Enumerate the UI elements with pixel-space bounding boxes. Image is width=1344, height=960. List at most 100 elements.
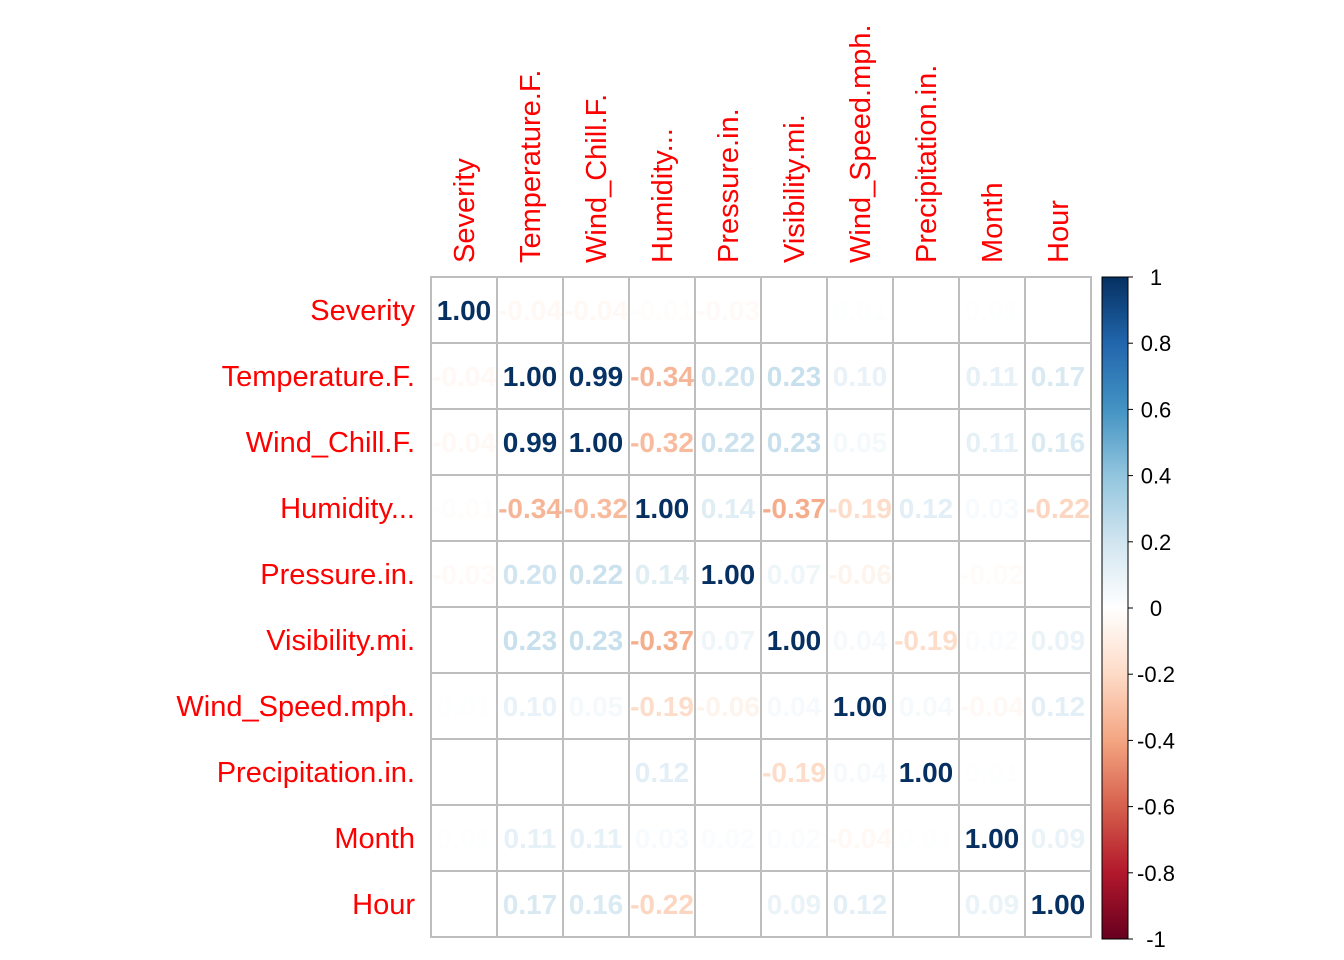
cell-value: 0.03: [635, 823, 690, 854]
cell-value: -0.22: [1026, 493, 1090, 524]
cell-value: 0.20: [701, 361, 756, 392]
cell-value: -0.19: [762, 757, 826, 788]
cell-value: 0.04: [833, 625, 888, 656]
column-label: Hour: [1043, 200, 1075, 263]
cell-value: -0.03: [696, 295, 760, 326]
cell-value: -0.19: [894, 625, 958, 656]
column-label: Temperature.F.: [515, 70, 547, 263]
column-label: Wind_Chill.F.: [581, 94, 613, 263]
column-labels: Severity Temperature.F. Wind_Chill.F. Humid…: [449, 24, 1075, 263]
cell-value: -0.06: [828, 559, 892, 590]
row-label: Humidity...: [280, 493, 415, 525]
cell-value: -0.04: [432, 361, 496, 392]
grid-cell: [826, 540, 894, 608]
cell-value: 0.01: [833, 295, 888, 326]
cell-value: -0.19: [630, 691, 694, 722]
cell-value: 0.20: [503, 559, 558, 590]
legend-tick-label: -1: [1146, 927, 1166, 952]
grid-cell: [958, 804, 1026, 872]
legend-tick-label: 0: [1150, 596, 1162, 621]
grid-cell: [1024, 408, 1092, 476]
grid-cell: [694, 606, 762, 674]
grid-cell: [892, 738, 960, 806]
cell-value: -0.04: [828, 823, 892, 854]
cell-value: 0.09: [767, 889, 822, 920]
legend-tick-label: -0.4: [1137, 728, 1175, 753]
grid-cell: [892, 540, 960, 608]
row-label: Wind_Speed.mph.: [176, 691, 415, 723]
cell-value: -0.04: [432, 427, 496, 458]
cell-value: 0.00: [899, 427, 954, 458]
cell-value: -0.19: [828, 493, 892, 524]
legend-tick-label: 0.4: [1141, 464, 1172, 489]
cell-value: 0.05: [569, 691, 624, 722]
cell-value: 0.10: [503, 691, 558, 722]
cell-value: 0.11: [570, 823, 623, 854]
cell-value: 1.00: [503, 361, 558, 392]
cell-value: 0.17: [503, 889, 558, 920]
column-label: Severity: [449, 158, 481, 263]
grid-cell: [760, 870, 828, 938]
grid-cell: [628, 870, 696, 938]
grid-cell: [430, 408, 498, 476]
grid-cell: [826, 672, 894, 740]
grid-cell: [562, 408, 630, 476]
grid-cell: [958, 606, 1026, 674]
cell-value: 0.00: [899, 559, 954, 590]
cell-value: 0.00: [437, 889, 492, 920]
grid-cell: [826, 804, 894, 872]
cell-value: -0.37: [630, 625, 694, 656]
cell-value: 0.00: [1031, 559, 1086, 590]
grid-cell: [826, 870, 894, 938]
grid-cell: [760, 474, 828, 542]
cell-value: 0.01: [899, 823, 954, 854]
cell-value: 0.02: [767, 823, 822, 854]
cell-value: 0.22: [569, 559, 624, 590]
cell-value: 0.22: [701, 427, 756, 458]
legend-tick-label: -0.8: [1137, 861, 1175, 886]
grid-cell: [1024, 738, 1092, 806]
cell-value: 0.05: [833, 427, 888, 458]
cell-value: 0.07: [767, 559, 822, 590]
row-label: Wind_Chill.F.: [246, 427, 415, 459]
cell-value: -0.01: [432, 493, 496, 524]
cell-value: 0.09: [1031, 823, 1086, 854]
grid-cell: [1024, 804, 1092, 872]
grid-cell: [496, 540, 564, 608]
cell-value: 1.00: [569, 427, 624, 458]
cell-value: 0.00: [437, 757, 492, 788]
column-label: Wind_Speed.mph.: [845, 24, 877, 263]
grid-cell: [430, 606, 498, 674]
cell-value: 0.00: [1031, 757, 1086, 788]
cell-value: 1.00: [635, 493, 690, 524]
cell-value: 0.00: [1031, 295, 1086, 326]
legend-tick-label: 0.8: [1141, 331, 1172, 356]
cell-value: 1.00: [437, 295, 492, 326]
cell-value: -0.04: [498, 295, 562, 326]
grid-cell: [430, 474, 498, 542]
cell-value: 1.00: [1031, 889, 1086, 920]
grid-cell: [1024, 540, 1092, 608]
cell-value: 0.01: [965, 295, 1020, 326]
cell-value: 0.11: [504, 823, 557, 854]
column-label: Visibility.mi.: [779, 114, 811, 263]
grid-cell: [496, 738, 564, 806]
cell-value: 0.00: [701, 889, 756, 920]
column-label: Precipitation.in.: [911, 65, 943, 263]
cell-value: 0.00: [437, 625, 492, 656]
cell-value: -0.04: [564, 295, 628, 326]
cell-value: 0.00: [767, 295, 822, 326]
cell-value: 0.01: [965, 757, 1020, 788]
legend-tick-label: 1: [1150, 265, 1162, 290]
cell-value: 0.12: [635, 757, 690, 788]
grid-cell: [562, 606, 630, 674]
cell-value: 0.14: [635, 559, 690, 590]
cell-value: 0.09: [965, 889, 1020, 920]
grid-cell: [1024, 342, 1092, 410]
legend-tick-label: 0.2: [1141, 530, 1172, 555]
cell-value: 1.00: [701, 559, 756, 590]
row-label: Temperature.F.: [222, 361, 415, 393]
grid-cell: [892, 276, 960, 344]
grid-cell: [628, 606, 696, 674]
cell-value: 0.03: [965, 493, 1020, 524]
